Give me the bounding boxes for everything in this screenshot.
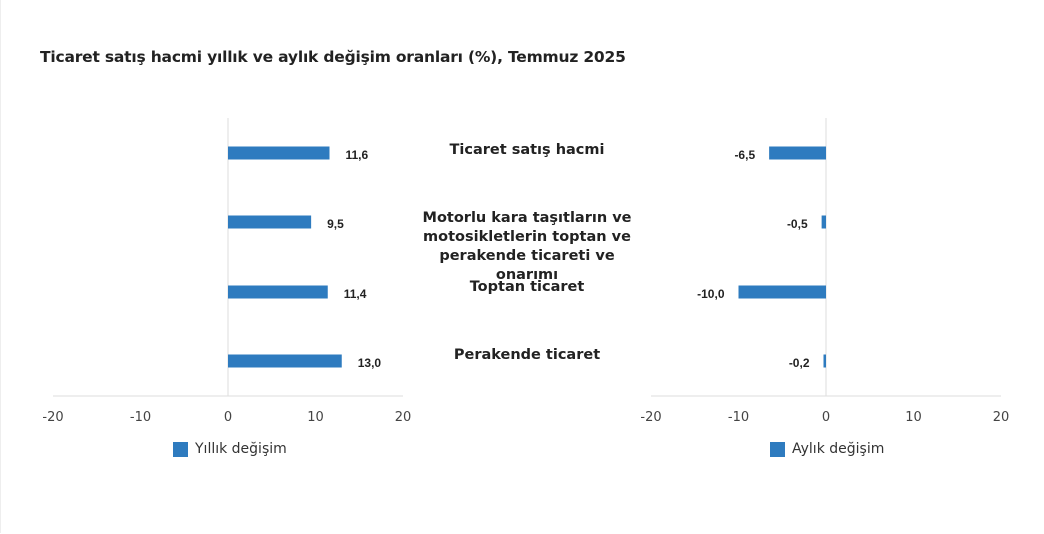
legend-left[interactable]: Yıllık değişim [173, 441, 287, 457]
x-tick-label-1-0: -20 [640, 410, 661, 425]
bar-0-1 [228, 215, 312, 229]
legend-label-yillik: Yıllık değişim [195, 441, 287, 457]
data-label-0-1: 9,5 [327, 217, 344, 231]
data-label-0-2: 11,4 [344, 287, 367, 301]
data-label-1-2: -10,0 [697, 287, 725, 301]
legend-right[interactable]: Aylık değişim [770, 441, 884, 457]
bar-0-0 [228, 146, 330, 160]
data-label-1-1: -0,5 [787, 217, 808, 231]
chart-title: Ticaret satış hacmi yıllık ve aylık deği… [40, 48, 626, 66]
x-tick-label-0-0: -20 [42, 410, 63, 425]
category-label-1: Motorlu kara taşıtların ve motosikletler… [422, 210, 632, 283]
bar-1-2 [738, 285, 826, 299]
data-label-1-3: -0,2 [789, 356, 810, 370]
x-tick-label-0-1: -10 [130, 410, 151, 425]
category-label-3: Perakende ticaret [453, 347, 601, 363]
legend-label-aylik: Aylık değişim [792, 441, 885, 457]
category-label-2: Toptan ticaret [469, 279, 585, 295]
x-tick-label-0-3: 10 [307, 410, 324, 425]
bar-0-3 [228, 354, 342, 368]
data-label-0-3: 13,0 [358, 356, 382, 370]
bar-1-3 [823, 354, 826, 368]
x-tick-label-1-2: 0 [822, 410, 830, 425]
legend-swatch-yillik [173, 441, 188, 457]
bar-0-2 [228, 285, 328, 299]
x-tick-label-1-3: 10 [905, 410, 922, 425]
x-tick-label-0-4: 20 [395, 410, 412, 425]
x-tick-label-1-4: 20 [993, 410, 1010, 425]
x-tick-label-0-2: 0 [224, 410, 232, 425]
data-label-0-0: 11,6 [346, 148, 369, 162]
x-tick-label-1-1: -10 [728, 410, 749, 425]
bar-1-1 [821, 215, 826, 229]
bar-1-0 [769, 146, 826, 160]
data-label-1-0: -6,5 [734, 148, 755, 162]
category-label-0: Ticaret satış hacmi [449, 142, 605, 158]
legend-swatch-aylik [770, 441, 785, 457]
